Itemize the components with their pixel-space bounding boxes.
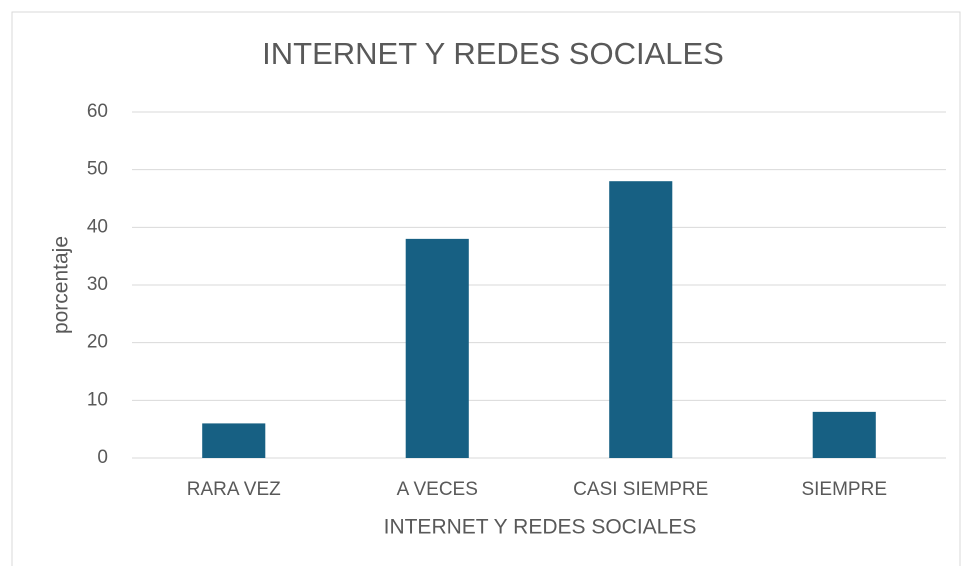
y-tick-label: 10	[87, 389, 108, 410]
bar	[812, 411, 876, 458]
y-tick-label: 40	[87, 216, 108, 237]
y-tick-label: 20	[87, 332, 108, 353]
y-tick-label: 30	[87, 274, 108, 295]
x-tick-label: A VECES	[397, 479, 478, 500]
chart-frame	[11, 11, 961, 566]
y-tick-label: 50	[87, 159, 108, 180]
chart-title: INTERNET Y REDES SOCIALES	[262, 36, 724, 71]
y-tick-label: 60	[87, 101, 108, 122]
x-axis-label: INTERNET Y REDES SOCIALES	[384, 516, 697, 539]
y-tick-label: 0	[97, 447, 108, 468]
x-tick-label: CASI SIEMPRE	[573, 479, 708, 500]
bar	[609, 181, 673, 458]
bar	[405, 238, 469, 458]
y-axis-label: porcentaje	[50, 236, 73, 334]
bar	[202, 423, 266, 458]
x-tick-label: RARA VEZ	[187, 479, 281, 500]
x-tick-label: SIEMPRE	[801, 479, 887, 500]
